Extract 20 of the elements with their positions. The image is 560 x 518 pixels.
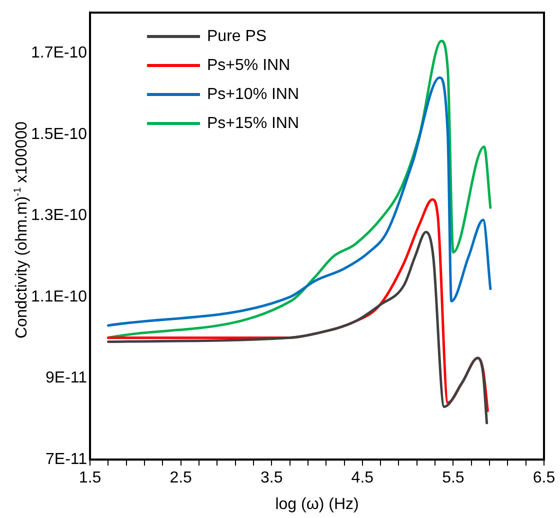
line-series (106, 230, 488, 424)
x-tick-label: 6.5 (532, 470, 556, 487)
x-tick-label: 3.5 (260, 470, 283, 487)
y-tick-label: 9E-11 (46, 370, 88, 387)
x-tick-label: 5.5 (442, 470, 464, 487)
legend-label: Ps+15% INN (207, 114, 300, 132)
legend-label: Ps+10% INN (207, 86, 300, 104)
line-series (106, 40, 492, 339)
y-tick-label: 1.7E-10 (30, 44, 88, 62)
x-tick-label: 1.5 (78, 470, 102, 487)
x-tick-label: 4.5 (351, 470, 374, 487)
y-tick-label: 1.5E-10 (30, 126, 88, 143)
y-tick-label: 1.3E-10 (30, 207, 88, 224)
y-tick-label: 1.1E-10 (30, 288, 88, 306)
legend-label: Pure PS (207, 28, 267, 46)
y-tick-label: 7E-11 (46, 451, 88, 468)
x-axis-title: log (ω) (Hz) (275, 496, 359, 513)
x-tick-label: 2.5 (170, 470, 192, 487)
line-series (106, 76, 492, 327)
legend-label: Ps+5% INN (207, 56, 290, 74)
